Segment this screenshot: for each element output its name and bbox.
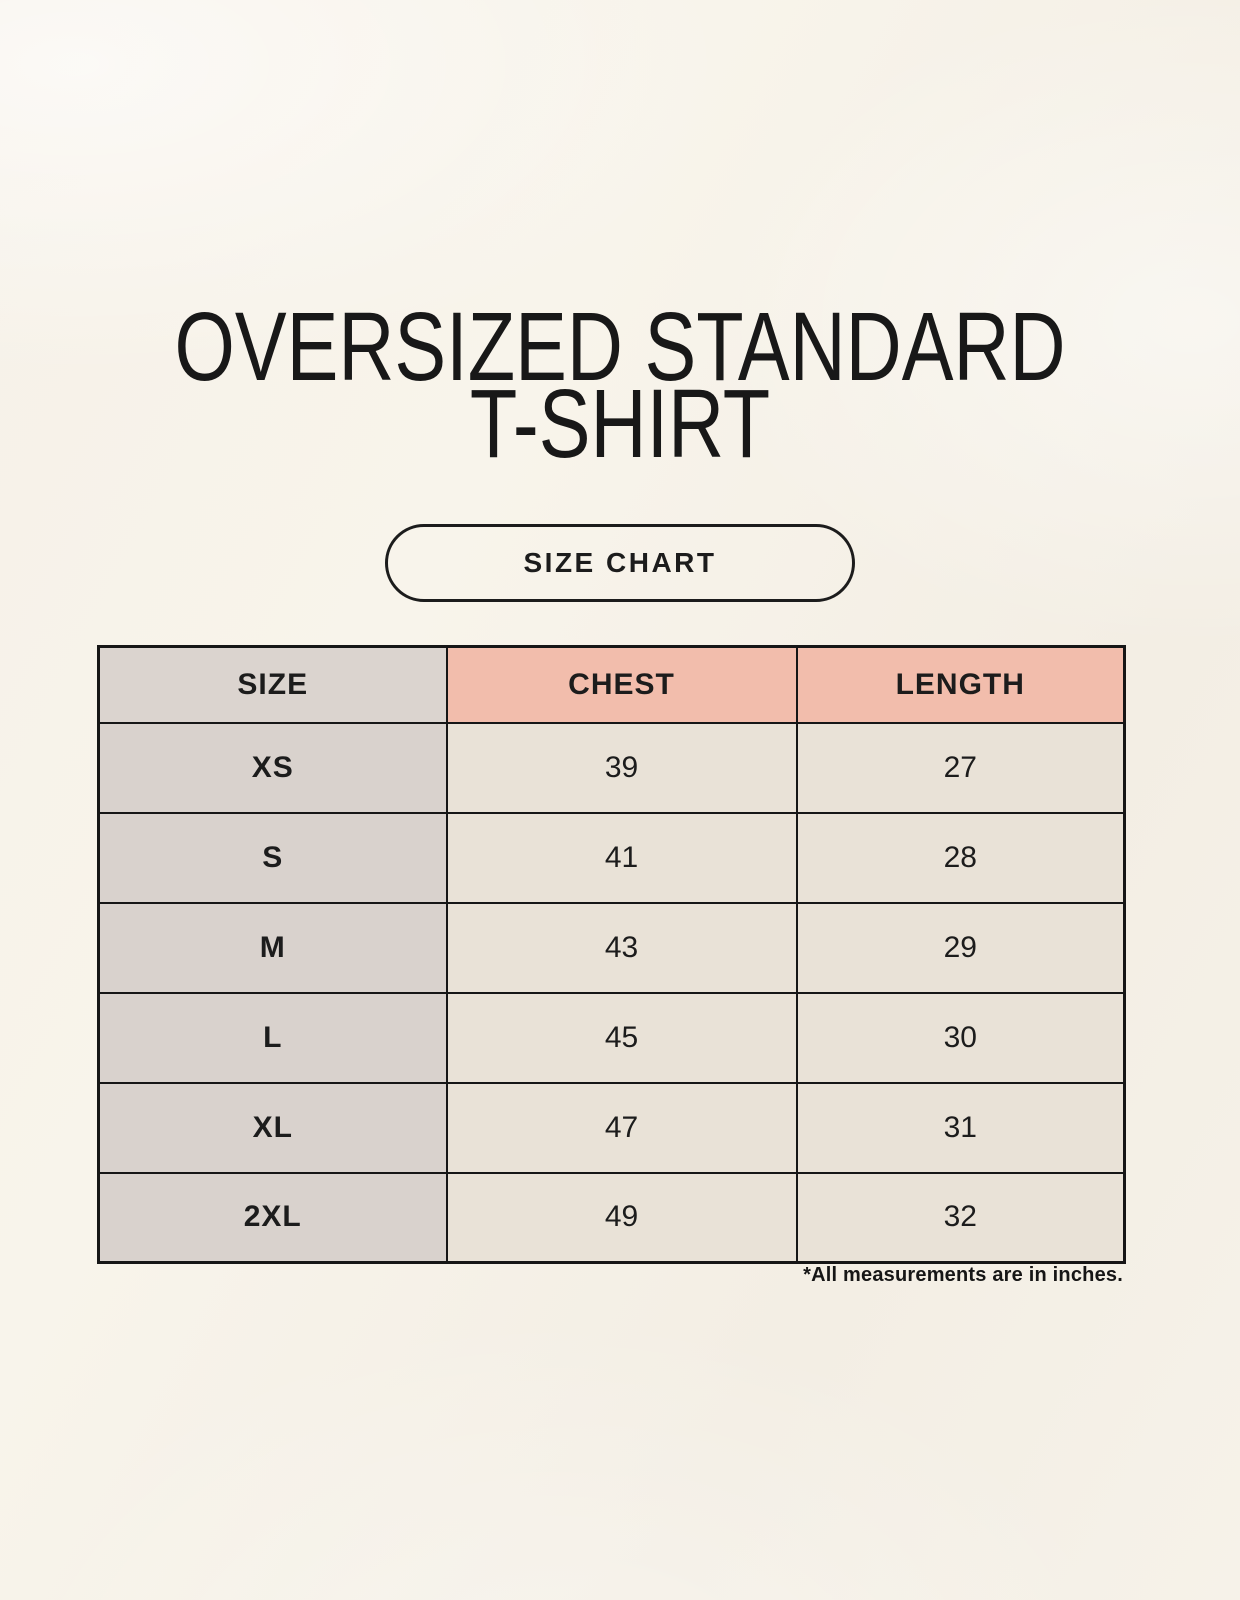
table-row-s: S 41 28: [97, 811, 1126, 904]
column-header-length: LENGTH: [795, 645, 1126, 724]
header-row: SIZE CHEST LENGTH: [97, 645, 1126, 724]
product-title: OVERSIZED STANDARD T-SHIRT: [0, 292, 1240, 478]
chest-cell: 41: [445, 811, 798, 904]
size-cell: 2XL: [97, 1171, 448, 1264]
table-row-xl: XL 47 31: [97, 1081, 1126, 1174]
measurements-note: *All measurements are in inches.: [803, 1264, 1123, 1286]
size-cell: L: [97, 991, 448, 1084]
chest-cell: 49: [445, 1171, 798, 1264]
table-row-2xl: 2XL 49 32: [97, 1171, 1126, 1264]
chest-cell: 43: [445, 901, 798, 994]
table-row-m: M 43 29: [97, 901, 1126, 994]
length-cell: 30: [795, 991, 1126, 1084]
length-cell: 31: [795, 1081, 1126, 1174]
column-header-size: SIZE: [97, 645, 448, 724]
length-cell: 28: [795, 811, 1126, 904]
length-cell: 32: [795, 1171, 1126, 1264]
size-chart-button[interactable]: SIZE CHART: [385, 524, 855, 602]
table-row-xs: XS 39 27: [97, 721, 1126, 814]
size-cell: XL: [97, 1081, 448, 1174]
chest-cell: 39: [445, 721, 798, 814]
size-chart-table: SIZE CHEST LENGTH XS 39 27 S 41 28 M 43 …: [97, 645, 1126, 1264]
length-cell: 27: [795, 721, 1126, 814]
column-header-chest: CHEST: [445, 645, 798, 724]
length-cell: 29: [795, 901, 1126, 994]
chest-cell: 45: [445, 991, 798, 1084]
product-title-line2: T-SHIRT: [469, 369, 771, 478]
size-cell: XS: [97, 721, 448, 814]
size-cell: S: [97, 811, 448, 904]
chest-cell: 47: [445, 1081, 798, 1174]
size-cell: M: [97, 901, 448, 994]
product-title-line1: OVERSIZED STANDARD: [174, 292, 1066, 401]
table-row-l: L 45 30: [97, 991, 1126, 1084]
